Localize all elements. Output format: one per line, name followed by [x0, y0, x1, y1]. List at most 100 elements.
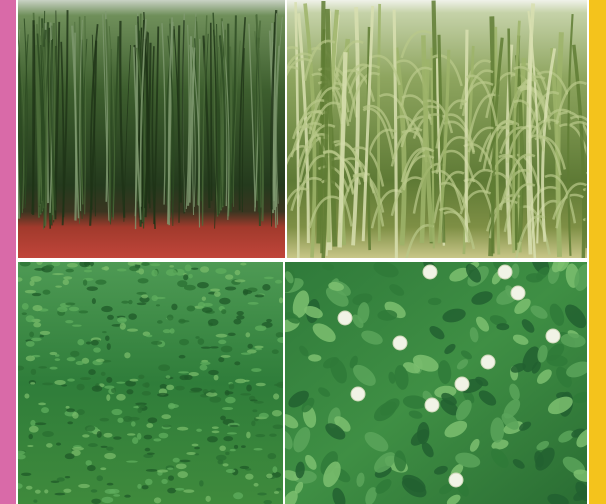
leaf — [82, 279, 88, 286]
leaf — [106, 343, 111, 350]
leaf — [104, 452, 116, 460]
leaf — [475, 376, 489, 387]
leaf — [272, 424, 283, 429]
leaf — [246, 431, 251, 439]
leaf — [183, 489, 195, 493]
leaf — [439, 483, 454, 495]
leaf — [197, 281, 209, 289]
leaf — [194, 453, 200, 456]
leaf — [29, 331, 35, 338]
clover-flower — [545, 328, 561, 344]
leaf — [46, 443, 53, 448]
leaf — [352, 146, 385, 187]
leaf — [126, 460, 138, 463]
leaf — [54, 358, 61, 361]
stalk — [18, 40, 23, 214]
leaf — [362, 107, 395, 160]
leaf — [218, 339, 227, 345]
leaf — [64, 453, 75, 460]
leaf — [236, 310, 244, 316]
leaf — [549, 303, 565, 326]
leaf — [258, 412, 269, 419]
leaf — [510, 363, 526, 373]
leaf — [123, 415, 133, 423]
leaf — [62, 279, 69, 286]
leaf — [116, 393, 126, 401]
stalk — [507, 28, 518, 251]
leaf — [183, 274, 189, 281]
leaf — [78, 483, 90, 489]
leaf — [250, 399, 258, 402]
leaf — [278, 297, 283, 304]
stalk — [137, 21, 145, 229]
clover-flower — [424, 397, 440, 413]
leaf — [88, 369, 96, 376]
leaf — [90, 489, 98, 493]
leaf — [536, 440, 550, 451]
leaf — [136, 270, 141, 273]
stalk — [491, 37, 504, 254]
leaf — [179, 338, 189, 346]
leaf — [87, 465, 96, 472]
leaf — [195, 336, 200, 339]
leaf — [106, 394, 111, 402]
leaf — [54, 492, 66, 496]
leaf — [505, 78, 538, 130]
leaf — [220, 345, 233, 353]
leaf — [126, 389, 134, 395]
leaf — [65, 268, 74, 273]
leaf — [179, 459, 191, 463]
leaf — [375, 479, 392, 494]
stalk — [188, 47, 196, 203]
leaf — [471, 291, 493, 305]
leaf — [201, 296, 206, 301]
leaf — [308, 86, 341, 135]
leaf — [273, 393, 280, 400]
leaf — [104, 385, 115, 389]
leaf — [168, 404, 179, 409]
leaf — [64, 475, 71, 479]
leaf — [71, 449, 81, 456]
stalk — [192, 13, 197, 215]
stalk — [108, 26, 115, 220]
leaf — [308, 354, 322, 362]
leaf — [257, 492, 267, 496]
leaf — [364, 431, 389, 452]
leaf — [157, 320, 163, 324]
clover-flower — [337, 310, 353, 326]
leaf — [52, 273, 64, 276]
leaf — [21, 312, 27, 316]
leaf — [251, 368, 262, 372]
leaf — [144, 447, 151, 452]
stalk — [187, 36, 193, 206]
stalk — [18, 29, 21, 214]
leaf — [150, 263, 161, 267]
leaf — [514, 298, 531, 315]
leaf — [30, 276, 42, 282]
leaf — [325, 286, 349, 307]
leaf — [521, 319, 535, 333]
leaf — [403, 362, 421, 374]
stalk — [43, 41, 50, 228]
leaf — [410, 429, 429, 446]
leaf — [512, 334, 529, 345]
leaf — [233, 444, 239, 449]
leaf — [138, 374, 145, 379]
leaf — [72, 411, 79, 419]
leaf — [116, 381, 126, 384]
leaf — [42, 430, 54, 437]
leaf — [127, 416, 140, 421]
leaf — [469, 327, 479, 343]
leaf — [116, 268, 127, 272]
leaf — [338, 63, 371, 109]
leaf — [456, 359, 469, 370]
sorghum-stalks — [287, 0, 587, 258]
leaf — [168, 475, 174, 481]
leaf — [287, 57, 313, 77]
leaf — [106, 482, 114, 486]
leaf — [362, 104, 395, 140]
leaf — [127, 262, 136, 266]
stalk — [102, 14, 110, 221]
leaf — [255, 382, 266, 387]
leaf — [209, 396, 222, 403]
